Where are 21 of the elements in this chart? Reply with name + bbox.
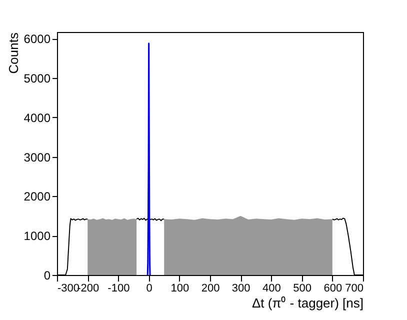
x-tick-label: -300 [58,282,80,294]
x-axis-title: Δt (π⁰ - tagger) [ns] [252,296,364,310]
y-tick-label: 2000 [24,190,51,204]
y-tick-label: 6000 [24,32,51,46]
x-tick-label: 300 [232,282,250,294]
x-tick-label: -200 [77,282,100,294]
y-tick-label: 1000 [24,229,51,244]
y-axis-title: Counts [6,32,21,74]
y-tick-label: 4000 [24,110,51,125]
x-tick-label: -100 [108,282,130,294]
x-tick-label: 100 [170,282,190,294]
x-tick-label: 700 [345,282,364,294]
x-tick-label: 0 [146,282,152,294]
y-tick-label: 5000 [24,72,51,86]
x-tick-label: 400 [262,282,281,294]
y-tick-label: 0 [44,268,51,282]
line-series [146,42,151,275]
x-tick-label: 200 [201,282,220,294]
x-tick-label: 600 [324,282,342,294]
x-tick-label: 500 [293,282,312,294]
y-tick-label: 3000 [24,150,51,164]
